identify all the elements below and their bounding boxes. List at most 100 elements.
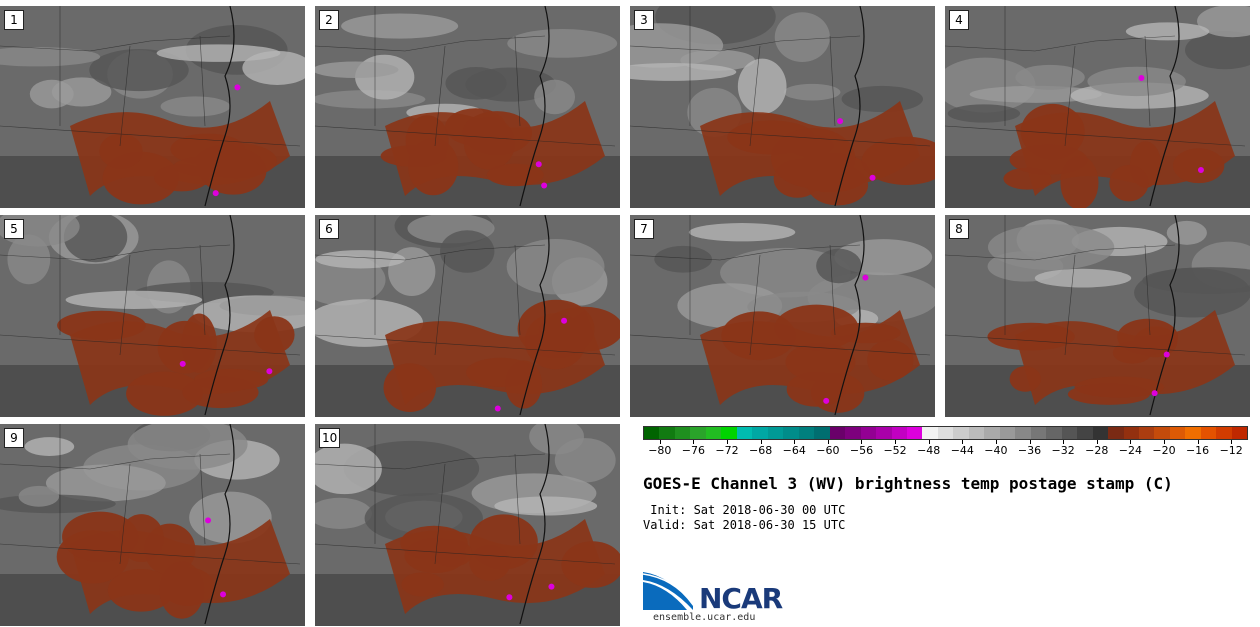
colorbar-swatch [876,427,892,439]
colorbar-tick [727,440,729,444]
colorbar-tick-label: −68 [749,444,773,457]
colorbar-tick-label: −56 [849,444,874,457]
colorbar-swatch [999,427,1016,439]
colorbar-swatch [752,427,768,439]
colorbar-tick-label: −32 [1051,444,1075,457]
postage-stamp-panel: 5 [0,215,305,417]
water-vapor-map [315,215,620,417]
colorbar-tick [659,440,661,444]
water-vapor-map [630,6,935,208]
colorbar-tick-label: −28 [1085,444,1109,457]
colorbar-swatch [705,427,722,439]
colorbar-swatch [1061,427,1078,439]
colorbar-swatch [721,427,737,439]
postage-stamp-panel: 6 [315,215,620,417]
colorbar-tick-label: −20 [1152,444,1176,457]
colorbar-tick [693,440,695,444]
colorbar-tick-label: −16 [1185,444,1210,457]
colorbar-swatch [829,427,846,439]
init-time: Init: Sat 2018-06-30 00 UTC [643,503,846,517]
panel-number-label: 3 [634,10,654,30]
colorbar-tick [1197,440,1199,444]
water-vapor-map [0,215,305,417]
panel-number-label: 1 [4,10,24,30]
postage-stamp-panel: 4 [945,6,1250,208]
panel-number-label: 10 [319,428,341,448]
colorbar-swatch [690,427,706,439]
colorbar-swatch [953,427,969,439]
postage-stamp-panel: 2 [315,6,620,208]
colorbar [643,426,1248,440]
colorbar-tick-label: −24 [1118,444,1142,457]
valid-time: Valid: Sat 2018-06-30 15 UTC [643,518,846,532]
water-vapor-map [630,215,935,417]
water-vapor-map [0,6,305,208]
colorbar-swatch [1092,427,1109,439]
colorbar-swatch [860,427,877,439]
colorbar-tick [1096,440,1098,444]
panel-number-label: 2 [319,10,339,30]
water-vapor-map [945,215,1250,417]
colorbar-tick [794,440,796,444]
colorbar-swatch [1015,427,1031,439]
colorbar-tick-label: −64 [782,444,806,457]
colorbar-swatch [674,427,691,439]
panel-number-label: 7 [634,219,654,239]
colorbar-tick [895,440,897,444]
chart-title: GOES-E Channel 3 (WV) brightness temp po… [643,474,1173,493]
postage-stamp-panel: 9 [0,424,305,626]
postage-stamp-panel: 10 [315,424,620,626]
colorbar-tick-label: −72 [715,444,739,457]
colorbar-tick-label: −48 [917,444,941,457]
colorbar-swatch [1077,427,1093,439]
colorbar-swatch [767,427,784,439]
colorbar-swatch [1231,427,1248,439]
colorbar-tick [1163,440,1165,444]
panel-number-label: 9 [4,428,24,448]
colorbar-tick [827,440,829,444]
colorbar-swatch [1030,427,1047,439]
panel-number-label: 5 [4,219,24,239]
colorbar-swatch [814,427,830,439]
colorbar-swatch [937,427,954,439]
colorbar-swatch [845,427,861,439]
water-vapor-map [315,6,620,208]
colorbar-swatch [1154,427,1170,439]
colorbar-swatch [984,427,1000,439]
colorbar-swatch [1123,427,1139,439]
colorbar-tick [962,440,964,444]
colorbar-tick-label: −60 [816,444,840,457]
colorbar-tick [861,440,863,444]
colorbar-tick-label: −52 [883,444,907,457]
colorbar-tick [1063,440,1065,444]
colorbar-tick-label: −12 [1219,444,1243,457]
colorbar-swatch [798,427,815,439]
postage-stamp-panel: 1 [0,6,305,208]
colorbar-swatch [906,427,923,439]
colorbar-tick [928,440,930,444]
colorbar-swatch [1200,427,1217,439]
postage-stamp-panel: 3 [630,6,935,208]
colorbar-tick-label: −40 [984,444,1008,457]
colorbar-swatch [1139,427,1155,439]
water-vapor-map [945,6,1250,208]
colorbar-swatch [1185,427,1201,439]
colorbar-swatch [1169,427,1186,439]
water-vapor-map [315,424,620,626]
colorbar-swatch [1216,427,1232,439]
colorbar-tick [1029,440,1031,444]
colorbar-swatch [644,427,660,439]
colorbar-tick-label: −76 [681,444,706,457]
postage-stamp-panel: 8 [945,215,1250,417]
postage-stamp-panel: 7 [630,215,935,417]
colorbar-swatch [736,427,753,439]
colorbar-tick [995,440,997,444]
panel-number-label: 4 [949,10,969,30]
colorbar-tick [1231,440,1233,444]
colorbar-tick-label: −36 [1017,444,1042,457]
panel-number-label: 6 [319,219,339,239]
water-vapor-map [0,424,305,626]
panel-number-label: 8 [949,219,969,239]
site-url: ensemble.ucar.edu [653,612,756,623]
colorbar-swatch [783,427,799,439]
